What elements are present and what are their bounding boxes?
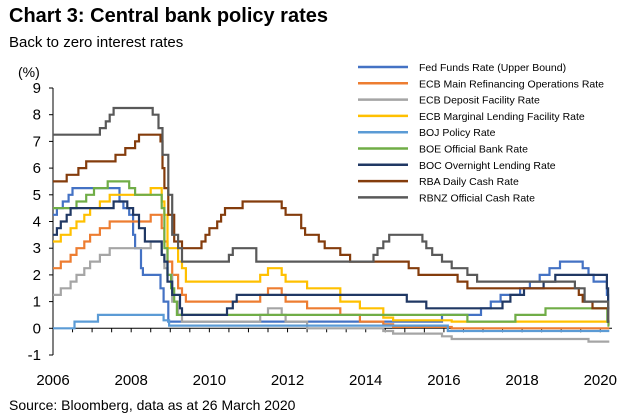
legend: Fed Funds Rate (Upper Bound) ECB Main Ref… [358, 62, 604, 204]
y-tick-label: 5 [33, 187, 41, 204]
y-tick-label: 4 [33, 214, 41, 231]
series-line-1 [53, 187, 610, 323]
y-tick-label: 9 [33, 80, 41, 97]
legend-label: RBA Daily Cash Rate [419, 176, 519, 188]
legend-label: BOJ Policy Rate [419, 127, 496, 139]
y-tick-label: 3 [33, 240, 41, 257]
chart-subtitle: Back to zero interest rates [9, 34, 184, 51]
y-axis-unit-label: (%) [18, 64, 40, 80]
y-tick-label: 7 [33, 133, 41, 150]
legend-label: BOE Official Bank Rate [419, 144, 528, 156]
x-tick-label: 2020 [584, 372, 617, 389]
series-line-2 [53, 213, 610, 330]
series-line-8 [53, 133, 610, 323]
y-tick-label: 1 [33, 294, 41, 311]
x-tick-label: 2016 [427, 372, 460, 389]
x-tick-label: 2012 [271, 372, 304, 389]
legend-label: RBNZ Official Cash Rate [419, 192, 535, 204]
legend-label: BOC Overnight Lending Rate [419, 160, 556, 172]
x-tick-label: 2018 [505, 372, 538, 389]
x-tick-label: 2010 [193, 372, 226, 389]
legend-label: ECB Main Refinancing Operations Rate [419, 78, 604, 90]
series-line-6 [53, 180, 610, 327]
series-lines [53, 106, 610, 343]
y-tick-label: 6 [33, 160, 41, 177]
legend-label: ECB Deposit Facility Rate [419, 95, 540, 107]
chart-title: Chart 3: Central bank policy rates [9, 5, 328, 27]
x-tick-label: 2006 [36, 372, 69, 389]
series-line-4 [53, 187, 610, 323]
series-line-5 [53, 313, 610, 333]
y-tick-label: 2 [33, 267, 41, 284]
x-tick-label: 2008 [114, 372, 147, 389]
x-tick-label: 2014 [349, 372, 382, 389]
series-line-9 [53, 106, 610, 323]
axes: -1 0 1 2 3 4 5 6 7 8 9 2006 2008 2010 2012 2014 2016 2018… [28, 80, 617, 389]
series-line-7 [53, 200, 610, 316]
y-tick-label: -1 [28, 347, 41, 364]
legend-label: ECB Marginal Lending Facility Rate [419, 111, 585, 123]
source-note: Source: Bloomberg, data as at 26 March 2… [9, 397, 296, 413]
y-tick-label: 8 [33, 107, 41, 124]
legend-label: Fed Funds Rate (Upper Bound) [419, 62, 566, 74]
y-tick-label: 0 [33, 320, 41, 337]
